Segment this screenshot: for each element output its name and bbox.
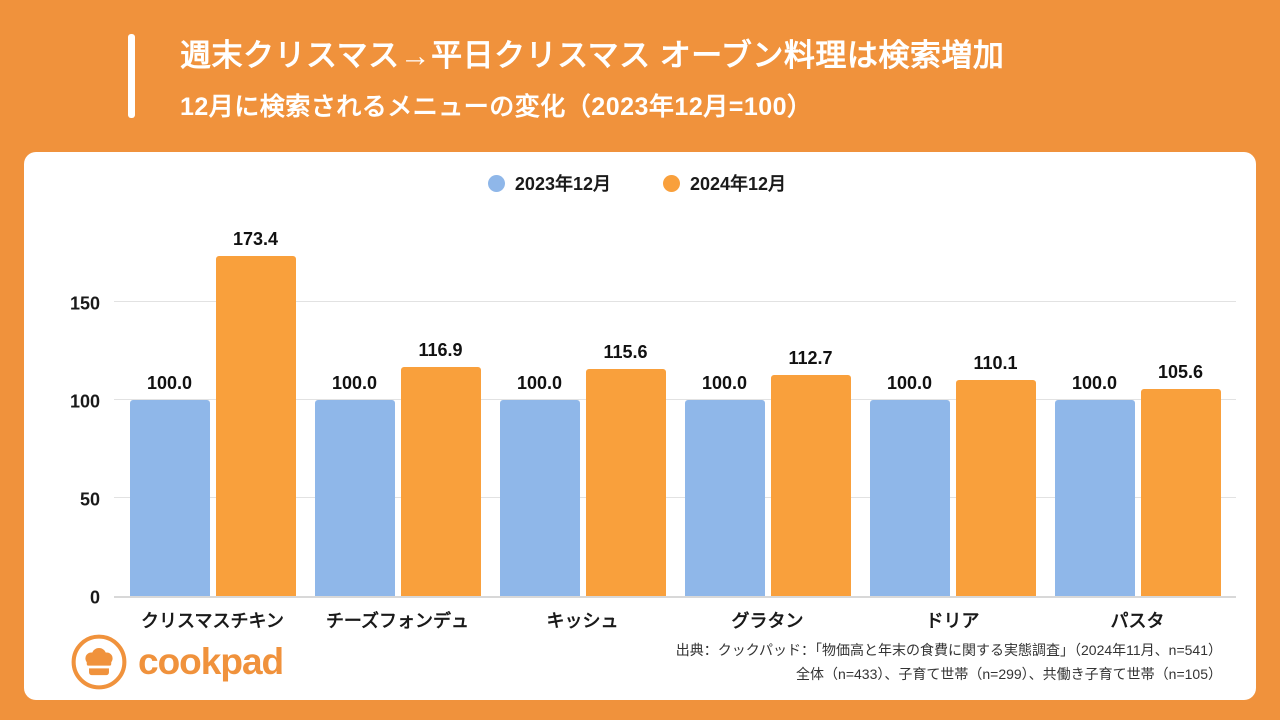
bar-value-label: 100.0 xyxy=(886,373,933,393)
bar-value-label: 116.9 xyxy=(418,339,463,360)
legend-dot xyxy=(663,174,680,192)
bar-2023年12月: 100.0 xyxy=(129,373,210,596)
bar-value-label: 105.6 xyxy=(1157,362,1204,383)
legend-item-2024: 2024年12月 xyxy=(663,170,786,196)
gridline xyxy=(114,399,1236,400)
category-label: グラタン xyxy=(731,611,804,631)
y-axis: 0 50 100 150 xyxy=(38,206,114,608)
bar-value-label: 110.1 xyxy=(973,353,1018,374)
page-subtitle: 12月に検索されるメニューの変化（2023年12月=100） xyxy=(180,93,813,121)
bar-2024年12月: 116.9 xyxy=(400,340,481,596)
bar-2024年12月: 115.6 xyxy=(585,342,666,596)
card-footer: cookpad 出典：クックパッド：「物価高と年末の食費に関する実態調査」（20… xyxy=(38,633,1236,701)
bar-2024年12月: 105.6 xyxy=(1140,362,1221,596)
bar-2023年12月: 100.0 xyxy=(314,373,395,596)
legend-label: 2024年12月 xyxy=(690,174,787,194)
bar-group: 100.0 110.1 xyxy=(860,353,1045,596)
bar-2023年12月: 100.0 xyxy=(684,373,765,596)
y-tick-label: 50 xyxy=(79,489,100,510)
y-tick-label: 150 xyxy=(69,293,100,314)
title-accent-bar xyxy=(128,34,135,118)
bar-2024年12月: 173.4 xyxy=(215,229,296,596)
bar-value-label: 100.0 xyxy=(331,373,378,393)
gridline xyxy=(114,497,1236,498)
bar-value-label: 100.0 xyxy=(1071,373,1118,393)
gridline xyxy=(114,301,1236,302)
logo-wordmark: cookpad xyxy=(138,641,284,682)
legend-label: 2023年12月 xyxy=(514,174,611,194)
bar-group: 100.0 112.7 xyxy=(675,348,860,596)
bar-group: 100.0 116.9 xyxy=(305,340,490,596)
legend-dot xyxy=(487,174,505,192)
plot-area: 100.0 173.4 100.0 116.9 100.0 115.6 100.0 112.7… xyxy=(114,206,1236,598)
chart-legend: 2023年12月 2024年12月 xyxy=(38,162,1236,206)
bar-2024年12月: 112.7 xyxy=(770,348,851,596)
category-label: ドリア xyxy=(925,611,980,631)
source-line-1: 出典：クックパッド：「物価高と年末の食費に関する実態調査」（2024年11月、n… xyxy=(675,641,1222,658)
bar-value-label: 100.0 xyxy=(516,373,563,393)
bar-2023年12月: 100.0 xyxy=(1054,373,1135,596)
bar-2024年12月: 110.1 xyxy=(955,353,1036,596)
chart-card: 2023年12月 2024年12月 0 50 100 150 100.0 173.4 10… xyxy=(24,152,1256,700)
category-label: クリスマスチキン xyxy=(141,611,284,631)
source-line-2: 全体（n=433）、子育て世帯（n=299）、共働き子育て世帯（n=105） xyxy=(796,666,1222,682)
bar-value-label: 112.7 xyxy=(788,348,833,369)
x-axis-labels: クリスマスチキン チーズフォンデュ キッシュ グラタン ドリア パスタ xyxy=(38,607,1236,633)
bar-2023年12月: 100.0 xyxy=(499,373,580,596)
bar-group: 100.0 105.6 xyxy=(1045,362,1230,596)
bar-value-label: 115.6 xyxy=(603,342,648,363)
source-note: 出典：クックパッド：「物価高と年末の食費に関する実態調査」（2024年11月、n… xyxy=(676,638,1222,687)
header: 週末クリスマス→平日クリスマス オーブン料理は検索増加 12月に検索されるメニュ… xyxy=(0,0,1280,152)
bar-value-label: 173.4 xyxy=(232,229,279,250)
bar-groups: 100.0 173.4 100.0 116.9 100.0 115.6 100.0 112.7… xyxy=(114,206,1236,596)
category-label: チーズフォンデュ xyxy=(325,611,470,631)
chef-hat-icon xyxy=(71,634,127,690)
legend-item-2023: 2023年12月 xyxy=(487,170,611,196)
bar-value-label: 100.0 xyxy=(146,373,193,393)
y-tick-label: 0 xyxy=(89,587,100,608)
page-title: 週末クリスマス→平日クリスマス オーブン料理は検索増加 xyxy=(180,38,1005,73)
bar-group: 100.0 173.4 xyxy=(120,229,305,596)
bar-group: 100.0 115.6 xyxy=(490,342,675,596)
y-tick-label: 100 xyxy=(69,391,100,412)
bar-chart: 0 50 100 150 100.0 173.4 100.0 116.9 100.0 115.6… xyxy=(38,206,1236,608)
category-label: キッシュ xyxy=(546,611,619,631)
bar-value-label: 100.0 xyxy=(701,373,748,393)
cookpad-logo: cookpad xyxy=(70,633,284,691)
bar-2023年12月: 100.0 xyxy=(869,373,950,596)
category-label: パスタ xyxy=(1110,611,1165,631)
